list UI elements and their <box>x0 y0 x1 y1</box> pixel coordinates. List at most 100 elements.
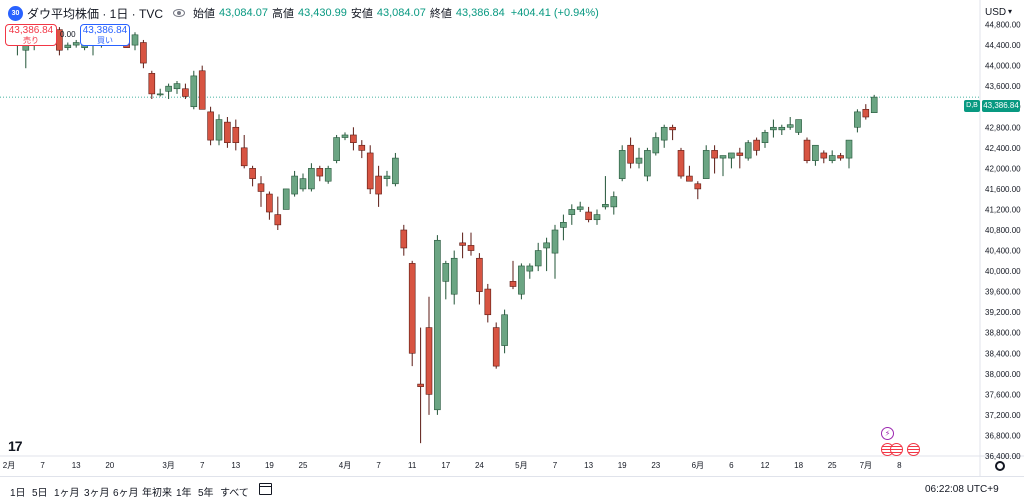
y-tick-label: 44,400.00 <box>985 41 1021 50</box>
close-label: 終値 <box>429 8 452 20</box>
candle-body <box>728 152 735 159</box>
range-1m-button[interactable]: 1ヶ月 <box>54 488 80 499</box>
y-tick-label: 36,800.00 <box>985 431 1021 440</box>
us-flag-icon[interactable] <box>907 443 920 456</box>
candle-body <box>148 73 156 95</box>
candle-body <box>182 88 189 97</box>
candle-body <box>677 150 685 177</box>
candle-body <box>820 152 828 159</box>
candle-body <box>854 111 861 128</box>
candle-body <box>207 111 214 141</box>
x-tick-label: 3月 <box>162 461 174 470</box>
symbol-badge: 30 <box>8 5 23 21</box>
y-tick-label: 40,800.00 <box>985 226 1021 235</box>
x-tick-label: 7 <box>200 461 205 470</box>
y-tick-label: 40,400.00 <box>985 247 1021 256</box>
range-6m-button[interactable]: 6ヶ月 <box>113 488 139 499</box>
x-tick-label: 19 <box>265 461 274 470</box>
candle-body <box>375 175 382 195</box>
candle-body <box>400 229 408 249</box>
us-flag-icon[interactable] <box>890 443 903 456</box>
candle-body <box>291 175 298 195</box>
calendar-icon[interactable] <box>259 483 272 495</box>
candle-body <box>803 139 811 161</box>
db-tag: D,B <box>964 100 980 112</box>
candle-body <box>324 168 332 182</box>
range-all-button[interactable]: すべて <box>220 488 249 499</box>
high-value: 43,430.99 <box>297 7 347 19</box>
flash-icon[interactable]: ⚡ <box>881 427 894 440</box>
y-tick-label: 39,600.00 <box>985 288 1021 297</box>
y-tick-label: 38,800.00 <box>985 329 1021 338</box>
buy-button[interactable]: 43,386.84 買い <box>80 24 130 46</box>
eye-icon[interactable] <box>173 9 186 17</box>
candle-body <box>778 126 786 131</box>
sell-label: 売り <box>23 36 39 45</box>
candle-body <box>602 204 609 208</box>
y-tick-label: 41,200.00 <box>985 205 1021 214</box>
candle-body <box>308 168 315 190</box>
range-5y-button[interactable]: 5年 <box>198 488 214 499</box>
candle-body <box>526 265 534 272</box>
x-tick-label: 18 <box>794 461 803 470</box>
open-value: 43,084.07 <box>219 7 268 19</box>
symbol-title[interactable]: ダウ平均株価 · 1日 · TVC <box>27 6 164 21</box>
candle-body <box>576 206 584 210</box>
candle-body <box>198 70 206 110</box>
candle-body <box>224 121 231 143</box>
candle-body <box>408 263 416 354</box>
candle-body <box>366 152 374 190</box>
candle-body <box>165 85 172 92</box>
clock-label[interactable]: 06:22:08 UTC+9 <box>925 484 999 495</box>
candle-body <box>64 44 72 48</box>
x-tick-label: 23 <box>651 461 660 470</box>
x-tick-label: 2月 <box>3 461 15 470</box>
range-3m-button[interactable]: 3ヶ月 <box>84 488 110 499</box>
x-tick-label: 6月 <box>692 461 704 470</box>
candle-body <box>173 83 181 90</box>
currency-selector[interactable]: USD <box>985 7 1007 18</box>
candle-body <box>610 196 618 208</box>
x-tick-label: 7 <box>376 461 381 470</box>
candle-body <box>459 242 466 246</box>
tradingview-logo[interactable]: 17 <box>8 438 23 454</box>
x-tick-label: 17 <box>441 461 450 470</box>
candle-body <box>316 168 324 177</box>
price-chart[interactable]: 36,400.00 36,800.00 37,200.00 37,600.00 38,0… <box>0 0 1024 476</box>
range-1y-button[interactable]: 1年 <box>176 488 192 499</box>
range-5d-button[interactable]: 5日 <box>32 488 48 499</box>
x-tick-label: 7 <box>40 461 45 470</box>
candle-body <box>156 93 164 96</box>
x-tick-label: 25 <box>828 461 837 470</box>
candle-body <box>358 144 366 151</box>
x-tick-label: 13 <box>584 461 593 470</box>
buy-label: 買い <box>97 36 113 45</box>
candle-body <box>660 126 668 141</box>
candle-body <box>266 193 273 213</box>
x-tick-label: 5月 <box>515 461 527 470</box>
candle-body <box>837 155 844 159</box>
candle-body <box>761 132 769 143</box>
candle-body <box>274 214 282 226</box>
candle-body <box>593 214 601 221</box>
sell-button[interactable]: 43,386.84 売り <box>5 24 57 46</box>
y-tick-label: 44,000.00 <box>985 62 1021 71</box>
change-value: +404.41 (+0.94%) <box>510 7 599 19</box>
gear-icon[interactable] <box>995 461 1005 471</box>
range-ytd-button[interactable]: 年初来 <box>142 488 172 499</box>
candle-body <box>736 152 744 156</box>
candle-body <box>770 126 777 131</box>
candle-body <box>257 183 265 192</box>
candle-body <box>417 383 424 387</box>
range-1d-button[interactable]: 1日 <box>10 488 26 499</box>
open-label: 始値 <box>193 8 216 20</box>
candle-body <box>240 147 248 167</box>
candle-body <box>501 314 508 346</box>
candle-body <box>215 119 223 141</box>
candle-body <box>828 155 836 161</box>
high-label: 高値 <box>271 8 294 20</box>
candle-body <box>72 42 80 46</box>
candle-body <box>350 134 357 143</box>
candle-body <box>534 250 542 267</box>
chevron-down-icon[interactable]: ▾ <box>1008 7 1013 16</box>
